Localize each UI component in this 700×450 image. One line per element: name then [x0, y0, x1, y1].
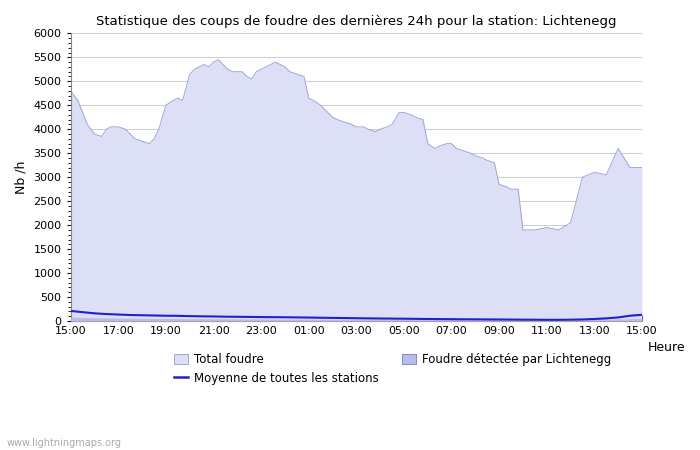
- Text: www.lightningmaps.org: www.lightningmaps.org: [7, 438, 122, 448]
- Y-axis label: Nb /h: Nb /h: [15, 161, 28, 194]
- Title: Statistique des coups de foudre des dernières 24h pour la station: Lichtenegg: Statistique des coups de foudre des dern…: [96, 15, 617, 28]
- Text: Heure: Heure: [648, 341, 685, 354]
- Legend: Total foudre, Moyenne de toutes les stations, Foudre détectée par Lichtenegg: Total foudre, Moyenne de toutes les stat…: [174, 353, 612, 385]
